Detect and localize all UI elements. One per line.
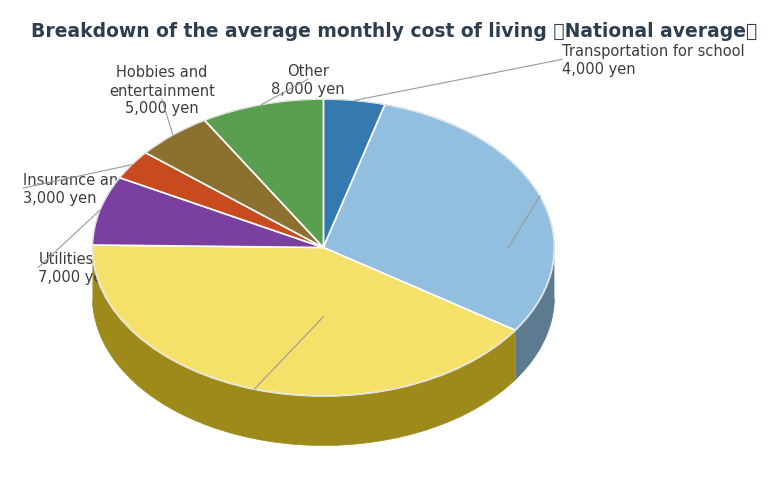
Text: Food: Food — [490, 233, 526, 248]
Wedge shape — [205, 99, 323, 248]
Text: 38,000 yen: 38,000 yen — [282, 319, 365, 334]
Text: entertainment: entertainment — [109, 84, 215, 99]
Text: Utilities: Utilities — [38, 252, 94, 267]
Wedge shape — [146, 120, 323, 248]
Text: 8,000 yen: 8,000 yen — [271, 82, 345, 97]
Polygon shape — [515, 249, 554, 380]
Text: Transportation for school: Transportation for school — [562, 45, 745, 59]
Text: 4,000 yen: 4,000 yen — [562, 62, 636, 77]
Text: 7,000 yen: 7,000 yen — [38, 270, 112, 285]
Text: Housing: Housing — [293, 302, 353, 317]
Text: Insurance and medical: Insurance and medical — [23, 173, 190, 188]
Text: 28,000 yen: 28,000 yen — [467, 250, 550, 265]
Wedge shape — [92, 178, 323, 248]
Text: Hobbies and: Hobbies and — [116, 65, 207, 80]
Wedge shape — [92, 245, 515, 396]
Wedge shape — [119, 152, 323, 248]
Wedge shape — [323, 99, 385, 248]
Text: 5,000 yen: 5,000 yen — [125, 101, 199, 116]
Polygon shape — [92, 251, 515, 446]
Text: Other: Other — [287, 64, 329, 79]
Text: 3,000 yen: 3,000 yen — [23, 191, 96, 205]
Wedge shape — [323, 104, 554, 330]
Text: Breakdown of the average monthly cost of living （National average）: Breakdown of the average monthly cost of… — [31, 22, 757, 41]
